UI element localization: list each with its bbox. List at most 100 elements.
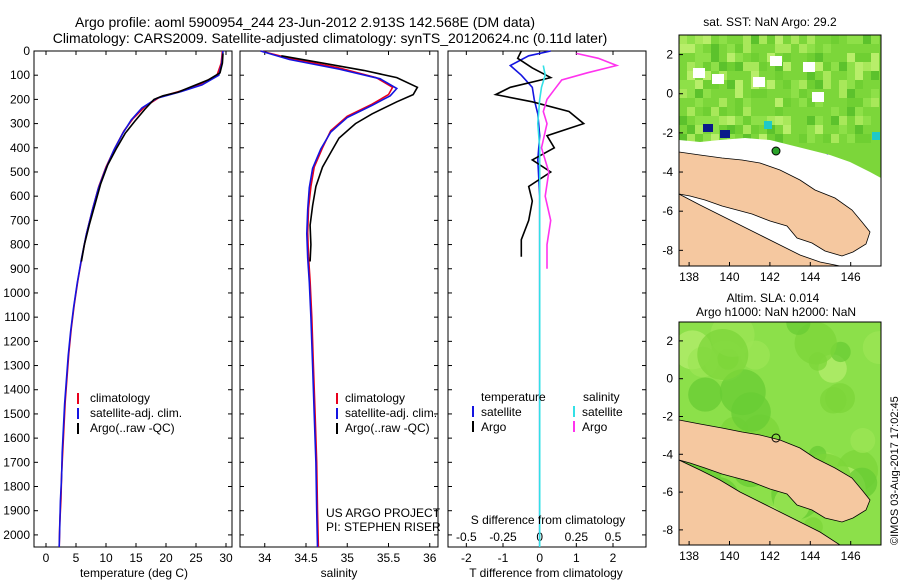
series-line-satellite-adj-clim- xyxy=(260,50,399,548)
sst-cell xyxy=(695,89,703,98)
sst-land-png xyxy=(679,151,871,257)
sst-cell xyxy=(831,107,839,116)
sst-map: sat. SST: NaN Argo: 29.2 138 140 142 144 146… xyxy=(662,15,882,284)
sst-cell xyxy=(703,35,711,44)
sst-cell xyxy=(831,35,839,44)
sst-cell xyxy=(687,71,695,80)
sst-cell xyxy=(863,98,871,107)
sla-ticks: 138 140 142 144 146 2 0 -2 -4 -6 -8 xyxy=(662,334,861,563)
sst-cell xyxy=(703,62,711,71)
sst-cells xyxy=(679,35,880,192)
map-x-tick-label: 144 xyxy=(800,549,820,563)
sst-nodata-cell xyxy=(770,56,782,66)
sst-cell xyxy=(719,116,727,125)
map-y-tick-label: 0 xyxy=(666,372,673,386)
sla-blob xyxy=(862,331,881,365)
salinity-lines xyxy=(260,50,419,548)
s-tick-label: 0.25 xyxy=(565,530,589,544)
sst-cell xyxy=(743,116,751,125)
sst-cell xyxy=(847,107,855,116)
sla-argo-marker xyxy=(771,433,781,443)
sst-cell xyxy=(751,125,759,134)
map-x-tick-label: 146 xyxy=(841,549,861,563)
sst-cell xyxy=(847,89,855,98)
diff-legend-temperature-title: temperature xyxy=(481,390,546,404)
sla-land-png xyxy=(679,419,871,523)
sst-cell xyxy=(703,116,711,125)
sst-cell xyxy=(847,35,855,44)
sst-cell xyxy=(687,89,695,98)
depth-tick-label: 100 xyxy=(10,68,30,82)
sst-cell xyxy=(687,107,695,116)
sst-cell xyxy=(735,80,743,89)
sst-cell xyxy=(775,71,783,80)
sst-cold-cell xyxy=(720,130,730,138)
sst-cold-cell xyxy=(703,124,713,132)
sst-cell xyxy=(807,71,815,80)
sla-blob xyxy=(688,377,723,412)
sst-cell xyxy=(735,89,743,98)
sst-cell xyxy=(679,44,687,53)
sst-cell xyxy=(695,125,703,134)
sst-cell xyxy=(775,62,783,71)
x-tick-label: -1 xyxy=(498,551,509,565)
sst-cell xyxy=(695,44,703,53)
sst-cell xyxy=(855,71,863,80)
sst-nodata-cell xyxy=(812,92,824,102)
sst-cell xyxy=(695,98,703,107)
sst-cell xyxy=(815,116,823,125)
sst-cell xyxy=(679,80,687,89)
sst-cell xyxy=(839,125,847,134)
sst-cell xyxy=(815,125,823,134)
sst-cell xyxy=(687,62,695,71)
salinity-plot-frame xyxy=(239,50,439,548)
sst-ticks: 138 140 142 144 146 2 0 -2 -4 -6 -8 xyxy=(662,48,861,284)
s-tick-label: -0.25 xyxy=(489,530,517,544)
map-y-tick-label: -4 xyxy=(662,165,673,179)
depth-tick-label: 800 xyxy=(10,238,30,252)
sst-cell xyxy=(863,116,871,125)
sst-cell xyxy=(727,134,735,143)
sst-cell xyxy=(783,125,791,134)
depth-tick-label: 900 xyxy=(10,262,30,276)
salinity-xlabel: salinity xyxy=(321,566,358,580)
sst-cell xyxy=(791,89,799,98)
sst-cell xyxy=(807,98,815,107)
sst-cell xyxy=(703,80,711,89)
sst-cell xyxy=(871,62,879,71)
project-annotation: US ARGO PROJECT xyxy=(326,506,441,520)
sst-cell xyxy=(839,80,847,89)
depth-tick-label: 500 xyxy=(10,165,30,179)
sst-cell xyxy=(695,35,703,44)
sst-cell xyxy=(687,35,695,44)
sst-cell xyxy=(823,71,831,80)
sla-title-1: Altim. SLA: 0.014 xyxy=(727,291,820,305)
sst-cell xyxy=(855,125,863,134)
sst-cell xyxy=(687,125,695,134)
x-tick-label: 34.5 xyxy=(294,551,318,565)
x-tick-label: 36 xyxy=(423,551,437,565)
sst-teal-cell xyxy=(764,121,772,129)
sst-cell xyxy=(719,107,727,116)
sst-cell xyxy=(687,134,695,143)
sst-argo-marker xyxy=(771,146,781,156)
x-tick-label: 10 xyxy=(99,551,113,565)
salinity-legend: climatology satellite-adj. clim. Argo(..… xyxy=(336,391,437,435)
map-y-tick-label: 2 xyxy=(666,48,673,62)
x-tick-label: 1 xyxy=(573,551,580,565)
sst-cell xyxy=(735,53,743,62)
sst-cell xyxy=(679,116,687,125)
depth-tick-label: 1800 xyxy=(3,480,30,494)
x-tick-label: 0 xyxy=(536,551,543,565)
sst-cell xyxy=(711,53,719,62)
depth-tick-label: 1900 xyxy=(3,504,30,518)
series-line-climatology xyxy=(58,50,224,548)
sst-cell xyxy=(783,98,791,107)
diff-legend-t-argo: Argo xyxy=(481,420,507,434)
temperature-lines xyxy=(58,50,224,548)
sst-cell xyxy=(783,53,791,62)
map-x-tick-label: 140 xyxy=(719,549,739,563)
sst-cell xyxy=(799,134,807,143)
x-tick-label: 15 xyxy=(129,551,143,565)
depth-tick-label: 600 xyxy=(10,189,30,203)
